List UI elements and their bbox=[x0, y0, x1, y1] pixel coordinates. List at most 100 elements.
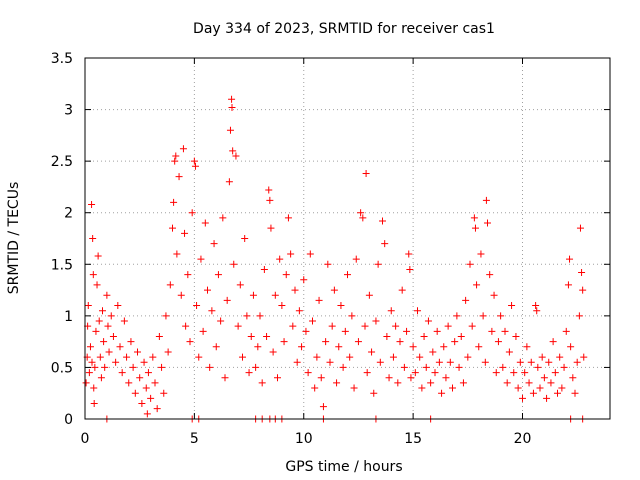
data-point bbox=[346, 353, 354, 361]
data-point bbox=[252, 363, 260, 371]
data-point bbox=[173, 250, 181, 258]
data-point bbox=[284, 214, 292, 222]
data-point bbox=[529, 389, 537, 397]
data-point bbox=[114, 302, 122, 310]
data-point bbox=[545, 358, 553, 366]
data-point bbox=[315, 296, 323, 304]
data-point bbox=[95, 317, 103, 325]
data-point bbox=[573, 358, 581, 366]
data-point bbox=[289, 322, 297, 330]
data-point bbox=[181, 229, 189, 237]
data-point bbox=[475, 343, 483, 351]
data-point bbox=[274, 374, 281, 382]
data-point bbox=[221, 374, 229, 382]
data-point bbox=[533, 307, 541, 315]
data-point bbox=[125, 379, 133, 387]
data-point bbox=[470, 214, 478, 222]
data-point bbox=[170, 198, 178, 206]
x-axis-title: GPS time / hours bbox=[285, 459, 402, 475]
data-point bbox=[536, 384, 544, 392]
data-point bbox=[499, 363, 507, 371]
data-point bbox=[457, 332, 465, 340]
data-point bbox=[488, 327, 496, 335]
data-point bbox=[486, 271, 494, 279]
data-point bbox=[271, 291, 279, 299]
data-point bbox=[293, 358, 301, 366]
data-point bbox=[374, 260, 382, 268]
data-point bbox=[229, 147, 237, 155]
data-point bbox=[184, 271, 192, 279]
data-point bbox=[193, 302, 201, 310]
data-point bbox=[197, 255, 205, 263]
data-point bbox=[236, 281, 244, 289]
data-point bbox=[256, 312, 264, 320]
data-point bbox=[306, 250, 314, 258]
data-point bbox=[243, 312, 251, 320]
data-point bbox=[263, 332, 271, 340]
data-point bbox=[104, 322, 112, 330]
data-point bbox=[532, 302, 540, 310]
data-point bbox=[302, 327, 310, 335]
data-point bbox=[90, 384, 98, 392]
data-point bbox=[519, 394, 526, 402]
data-point bbox=[291, 286, 299, 294]
data-point bbox=[503, 379, 511, 387]
x-tick-label: 5 bbox=[190, 431, 199, 447]
data-point bbox=[249, 291, 257, 299]
data-point bbox=[138, 400, 146, 408]
data-point bbox=[490, 291, 498, 299]
data-point bbox=[576, 224, 584, 232]
data-point bbox=[442, 374, 450, 382]
data-point bbox=[92, 327, 100, 335]
data-point bbox=[162, 312, 170, 320]
data-point bbox=[540, 374, 548, 382]
data-point bbox=[466, 260, 474, 268]
data-point bbox=[339, 363, 347, 371]
chart-title: Day 334 of 2023, SRMTID for receiver cas… bbox=[193, 21, 495, 37]
data-point bbox=[89, 271, 97, 279]
data-point bbox=[86, 343, 94, 351]
data-point bbox=[88, 200, 96, 208]
gridlines bbox=[85, 58, 610, 419]
data-point bbox=[449, 384, 456, 392]
data-point bbox=[560, 363, 568, 371]
data-point bbox=[94, 252, 102, 260]
data-point bbox=[471, 224, 479, 232]
data-point bbox=[276, 255, 284, 263]
data-point bbox=[407, 374, 415, 382]
data-point bbox=[319, 403, 327, 411]
data-point bbox=[172, 152, 180, 160]
data-point bbox=[186, 338, 194, 346]
data-point bbox=[376, 358, 384, 366]
plot-frame bbox=[84, 57, 611, 420]
data-point bbox=[206, 363, 214, 371]
data-point bbox=[88, 358, 96, 366]
data-point bbox=[287, 250, 295, 258]
data-point bbox=[105, 348, 113, 356]
data-point bbox=[510, 369, 518, 377]
data-point bbox=[179, 145, 187, 153]
data-point bbox=[554, 389, 561, 397]
data-point bbox=[123, 353, 131, 361]
data-point bbox=[512, 332, 520, 340]
data-point bbox=[330, 286, 338, 294]
data-point bbox=[328, 322, 336, 330]
data-point bbox=[359, 214, 367, 222]
data-point bbox=[267, 224, 275, 232]
data-point bbox=[406, 265, 414, 273]
data-point bbox=[204, 286, 211, 294]
data-point bbox=[175, 173, 183, 181]
data-point bbox=[333, 379, 341, 387]
data-point bbox=[514, 384, 522, 392]
x-tick-label: 10 bbox=[295, 431, 313, 447]
data-point bbox=[435, 358, 443, 366]
data-point bbox=[578, 269, 586, 277]
data-point bbox=[228, 95, 236, 103]
data-point bbox=[477, 250, 485, 258]
data-point bbox=[212, 343, 220, 351]
data-point bbox=[239, 353, 246, 361]
data-point bbox=[494, 338, 502, 346]
data-point bbox=[433, 327, 441, 335]
data-point bbox=[129, 363, 137, 371]
